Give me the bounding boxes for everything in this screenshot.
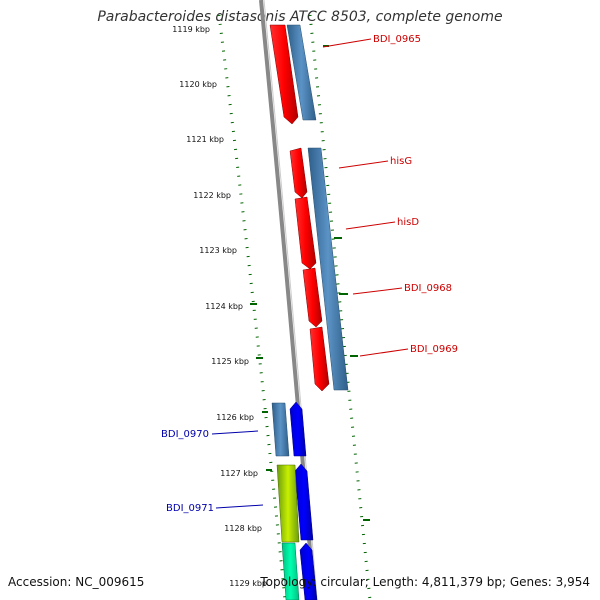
kbp-label: 1121 kbp	[186, 135, 224, 144]
gene-label-bdi-0965[interactable]: BDI_0965	[373, 34, 421, 45]
accession-label: Accession: NC_009615	[8, 575, 145, 589]
kbp-label: 1129 kbp	[229, 579, 267, 588]
gene-arrow-hisG	[289, 147, 308, 199]
cds-track	[271, 24, 349, 457]
gene-arrow-bdi-0965	[269, 24, 299, 125]
reverse-genes	[289, 401, 318, 600]
gene-label-bdi-0969[interactable]: BDI_0969	[410, 344, 458, 355]
kbp-scale: 1119 kbp 1120 kbp 1121 kbp 1122 kbp 1123…	[172, 25, 267, 588]
map-title: Parabacteroides distasonis ATCC 8503, co…	[97, 9, 503, 25]
kbp-label: 1125 kbp	[211, 357, 249, 366]
gene-label-hisG[interactable]: hisG	[390, 156, 412, 167]
gene-arrow-bdi-0972	[299, 542, 318, 600]
gene-label-bdi-0970[interactable]: BDI_0970	[161, 429, 209, 440]
forward-genes	[269, 24, 330, 392]
kbp-label: 1126 kbp	[216, 413, 254, 422]
gene-label-hisD[interactable]: hisD	[397, 217, 419, 228]
gene-arrow-bdi-0968	[302, 267, 323, 328]
gene-arrow-bdi-0969	[309, 326, 330, 392]
kbp-label: 1122 kbp	[193, 191, 231, 200]
kbp-label: 1128 kbp	[224, 524, 262, 533]
genome-summary: Topology: circular; Length: 4,811,379 bp…	[260, 575, 590, 589]
gc-content-dots	[217, 14, 372, 600]
kbp-label: 1120 kbp	[179, 80, 217, 89]
gene-label-bdi-0971[interactable]: BDI_0971	[166, 503, 214, 514]
kbp-label: 1127 kbp	[220, 469, 258, 478]
cog-track	[276, 464, 300, 600]
kbp-label: 1119 kbp	[172, 25, 210, 34]
gene-arrow-hisD	[294, 196, 317, 270]
gene-labels: BDI_0965 hisG hisD BDI_0968 BDI_0969 BDI…	[161, 34, 458, 514]
kbp-label: 1124 kbp	[205, 302, 243, 311]
gene-label-bdi-0968[interactable]: BDI_0968	[404, 283, 452, 294]
kbp-label: 1123 kbp	[199, 246, 237, 255]
gene-arrow-bdi-0971	[294, 463, 314, 541]
gene-arrow-bdi-0970	[289, 401, 307, 457]
